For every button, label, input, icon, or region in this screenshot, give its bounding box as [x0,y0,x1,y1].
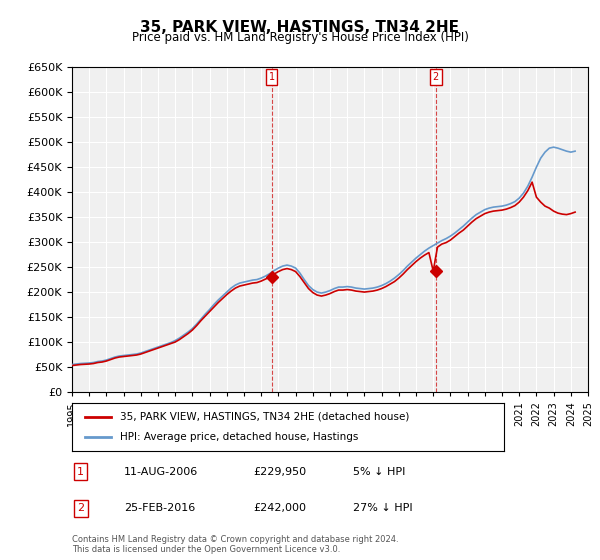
Text: 2: 2 [433,72,439,82]
Text: 35, PARK VIEW, HASTINGS, TN34 2HE (detached house): 35, PARK VIEW, HASTINGS, TN34 2HE (detac… [119,412,409,422]
Text: 27% ↓ HPI: 27% ↓ HPI [353,503,412,513]
Text: 1: 1 [77,467,84,477]
Text: HPI: Average price, detached house, Hastings: HPI: Average price, detached house, Hast… [119,432,358,442]
Text: 1: 1 [268,72,275,82]
Text: 2: 2 [77,503,84,513]
Text: 11-AUG-2006: 11-AUG-2006 [124,467,198,477]
Text: Contains HM Land Registry data © Crown copyright and database right 2024.
This d: Contains HM Land Registry data © Crown c… [72,535,398,554]
Text: Price paid vs. HM Land Registry's House Price Index (HPI): Price paid vs. HM Land Registry's House … [131,31,469,44]
Text: 35, PARK VIEW, HASTINGS, TN34 2HE: 35, PARK VIEW, HASTINGS, TN34 2HE [140,20,460,35]
Text: 5% ↓ HPI: 5% ↓ HPI [353,467,405,477]
Text: £229,950: £229,950 [253,467,307,477]
Text: £242,000: £242,000 [253,503,307,513]
Text: 25-FEB-2016: 25-FEB-2016 [124,503,195,513]
